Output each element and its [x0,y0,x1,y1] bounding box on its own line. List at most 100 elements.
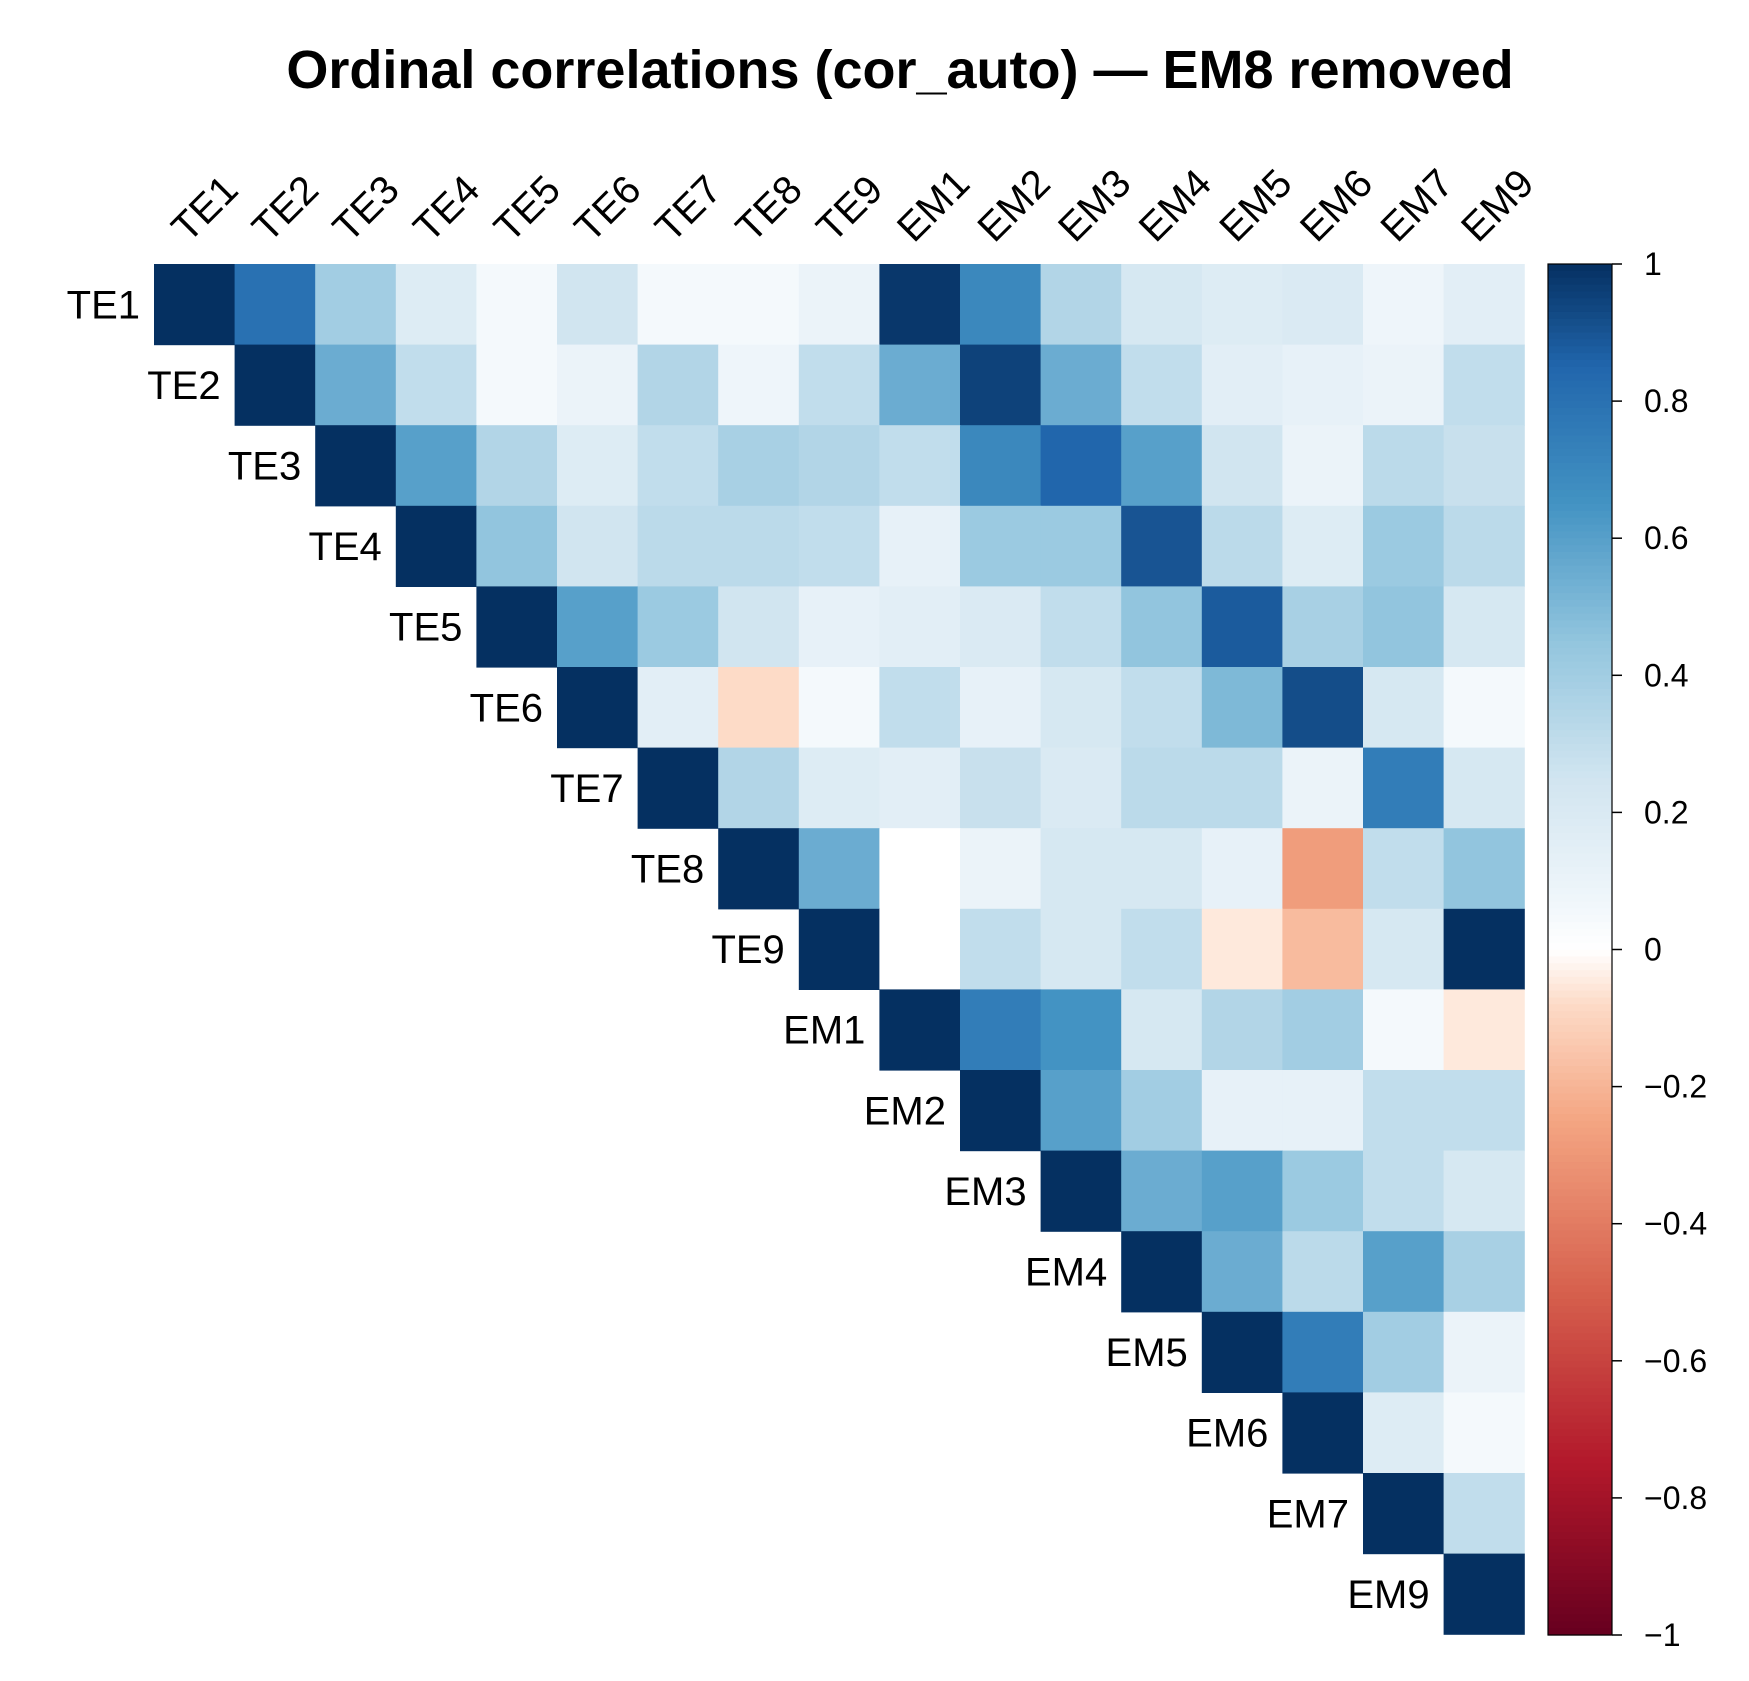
row-label-em4: EM4 [1025,1251,1107,1295]
legend-gradient-step [1548,942,1612,951]
legend-gradient-step [1548,394,1612,402]
legend-gradient-step [1548,599,1612,608]
cell-te9-em1 [879,908,961,990]
cell-te9-em2 [960,908,1042,990]
cell-te2-em2 [960,344,1042,426]
legend-gradient-step [1548,346,1612,354]
legend-gradient-step [1548,538,1612,546]
cell-te3-em1 [879,425,961,507]
legend-gradient-step [1548,325,1612,334]
legend-tick-label: 0.8 [1644,383,1688,419]
cell-te4-em6 [1282,505,1364,587]
col-label-em9: EM9 [1453,161,1542,250]
cell-em5-em6 [1282,1311,1364,1393]
legend-gradient-step [1548,1449,1612,1458]
legend-gradient-step [1548,791,1612,800]
legend-gradient-step [1548,1278,1612,1286]
row-label-te8: TE8 [631,848,704,892]
cell-em5-em5 [1201,1311,1283,1393]
cell-em2-em7 [1363,1070,1445,1152]
legend-gradient-step [1548,1319,1612,1328]
cell-te1-te5 [476,264,558,346]
legend-gradient-step [1548,1312,1612,1321]
legend-gradient-step [1548,1237,1612,1245]
col-label-te9: TE9 [808,167,891,250]
legend-gradient-step [1548,702,1612,711]
legend-gradient-step [1548,1360,1612,1369]
cell-em4-em5 [1201,1231,1283,1313]
legend-gradient-step [1548,976,1612,985]
col-label-te4: TE4 [405,167,488,250]
cell-te3-te7 [637,425,719,507]
legend-gradient-step [1548,572,1612,580]
legend-gradient-step [1548,1443,1612,1451]
legend-tick-label: 0.6 [1644,520,1688,556]
cell-em1-em6 [1282,989,1364,1071]
cell-te1-em7 [1363,264,1445,346]
cell-te9-em3 [1040,908,1122,990]
cell-te6-em5 [1201,667,1283,749]
color-legend: 1 0.8 0.6 0.4 0.2 0 −0.2 −0.4 −0.6 −0.8 −1 [1547,246,1707,1653]
cell-te3-em3 [1040,425,1122,507]
legend-gradient-step [1548,689,1612,697]
legend-gradient-step [1548,1422,1612,1430]
legend-tick-label: −0.2 [1644,1069,1707,1105]
row-label-te5: TE5 [389,606,462,650]
cell-te6-te6 [557,667,639,749]
legend-gradient-step [1548,284,1612,293]
legend-tick-label: 0 [1644,932,1662,968]
legend-gradient-step [1548,1532,1612,1540]
legend-gradient-step [1548,558,1612,567]
cell-te2-em9 [1443,344,1525,426]
cell-te2-em6 [1282,344,1364,426]
cell-em3-em4 [1121,1150,1203,1232]
legend-gradient-step [1548,908,1612,916]
legend-gradient-step [1548,743,1612,752]
legend-gradient-step [1548,1299,1612,1307]
legend-gradient-step [1548,579,1612,587]
row-label-em3: EM3 [944,1170,1026,1214]
legend-gradient-step [1548,654,1612,663]
legend-gradient-step [1548,1141,1612,1149]
cell-te2-te4 [395,344,477,426]
legend-gradient-step [1548,1477,1612,1485]
cell-te5-em7 [1363,586,1445,668]
col-label-em5: EM5 [1211,161,1300,250]
cell-te6-em6 [1282,667,1364,749]
legend-gradient-step [1548,1470,1612,1478]
cell-te3-te4 [395,425,477,507]
cell-te2-te2 [234,344,316,426]
legend-gradient-step [1548,1189,1612,1197]
cell-te8-em6 [1282,828,1364,910]
cell-te9-em9 [1443,908,1525,990]
legend-gradient-step [1548,771,1612,779]
cell-te1-te1 [154,264,236,346]
legend-gradient-step [1548,449,1612,457]
cell-te5-te7 [637,586,719,668]
legend-gradient-step [1548,455,1612,464]
cell-em2-em4 [1121,1070,1203,1152]
cell-te8-em7 [1363,828,1445,910]
cell-te4-em3 [1040,505,1122,587]
legend-gradient-step [1548,1347,1612,1355]
cell-te4-em5 [1201,505,1283,587]
legend-gradient-step [1548,387,1612,395]
cell-te4-em2 [960,505,1042,587]
legend-gradient-step [1548,1120,1612,1129]
cell-te6-te7 [637,667,719,749]
row-label-em6: EM6 [1186,1412,1268,1456]
legend-gradient-step [1548,1525,1612,1533]
legend-gradient-step [1548,373,1612,382]
cell-te5-em1 [879,586,961,668]
legend-gradient-step [1548,860,1612,868]
cell-te8-em5 [1201,828,1283,910]
cell-te3-te5 [476,425,558,507]
legend-gradient-step [1548,949,1612,957]
legend-gradient-step [1548,1497,1612,1506]
legend-gradient-step [1548,1552,1612,1561]
cell-te2-te8 [718,344,800,426]
cell-te5-te6 [557,586,639,668]
legend-gradient-step [1548,1559,1612,1568]
legend-gradient-step [1548,1004,1612,1012]
legend-gradient-step [1548,990,1612,999]
